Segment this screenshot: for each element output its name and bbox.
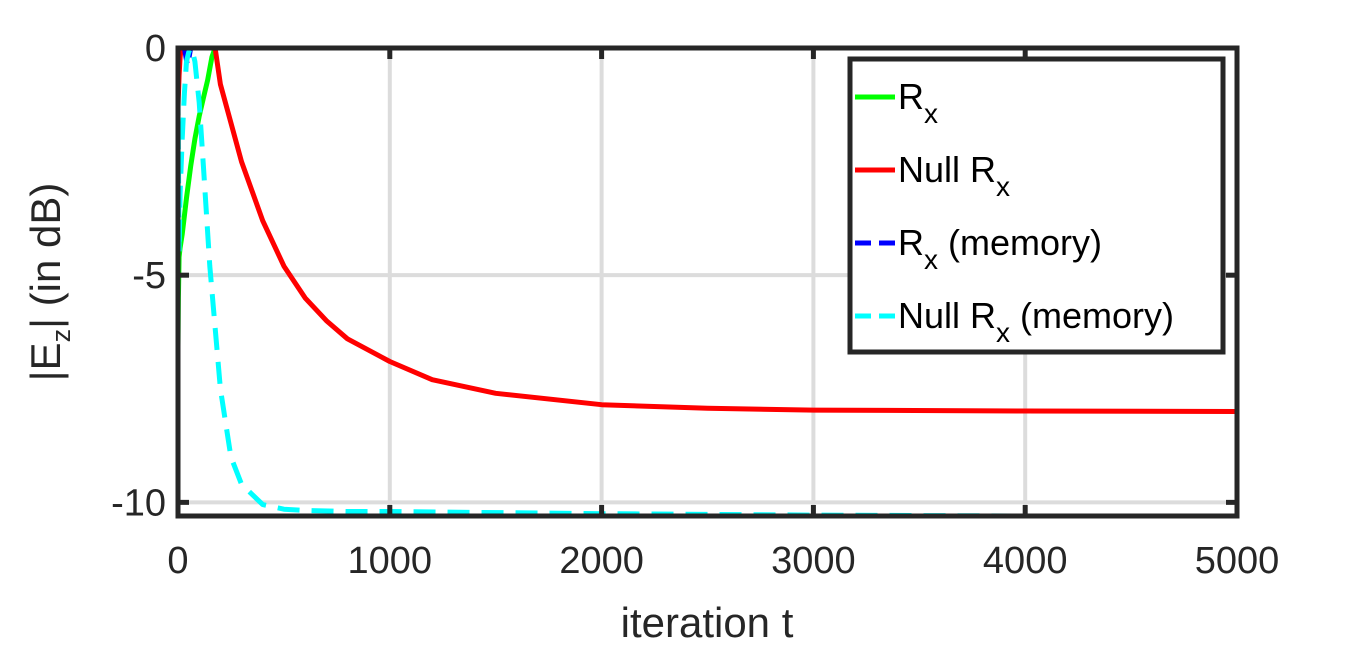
legend-box: [847, 56, 1226, 355]
x-tick-label: 5000: [1195, 540, 1280, 582]
y-axis-label: |Ez| (in dB): [22, 183, 76, 382]
legend: Rx Null Rx Rx (memory) Null Rx (memory): [847, 56, 1226, 355]
series-line-2: [178, 48, 1237, 414]
y-tick-label: -10: [111, 482, 166, 524]
plot-frame: [175, 45, 1240, 519]
legend-entry-3: Rx (memory): [898, 222, 1102, 275]
x-tick-label: 4000: [983, 540, 1068, 582]
x-tick-label: 1000: [348, 540, 433, 582]
x-tick-label: 0: [167, 540, 188, 582]
y-tick-label: 0: [145, 28, 166, 70]
y-tick-label: -5: [132, 255, 166, 297]
x-tick-label: 3000: [771, 540, 856, 582]
legend-entry-4: Null Rx (memory): [898, 295, 1174, 348]
x-axis-label: iteration t: [621, 599, 794, 646]
legend-entry-1: Rx: [898, 76, 938, 129]
x-tick-label: 2000: [559, 540, 644, 582]
axis-ticks: [175, 45, 1240, 516]
tick-labels: 0 1000 2000 3000 4000 5000 0 -5 -10: [111, 28, 1279, 582]
legend-entry-2: Null Rx: [898, 149, 1010, 202]
